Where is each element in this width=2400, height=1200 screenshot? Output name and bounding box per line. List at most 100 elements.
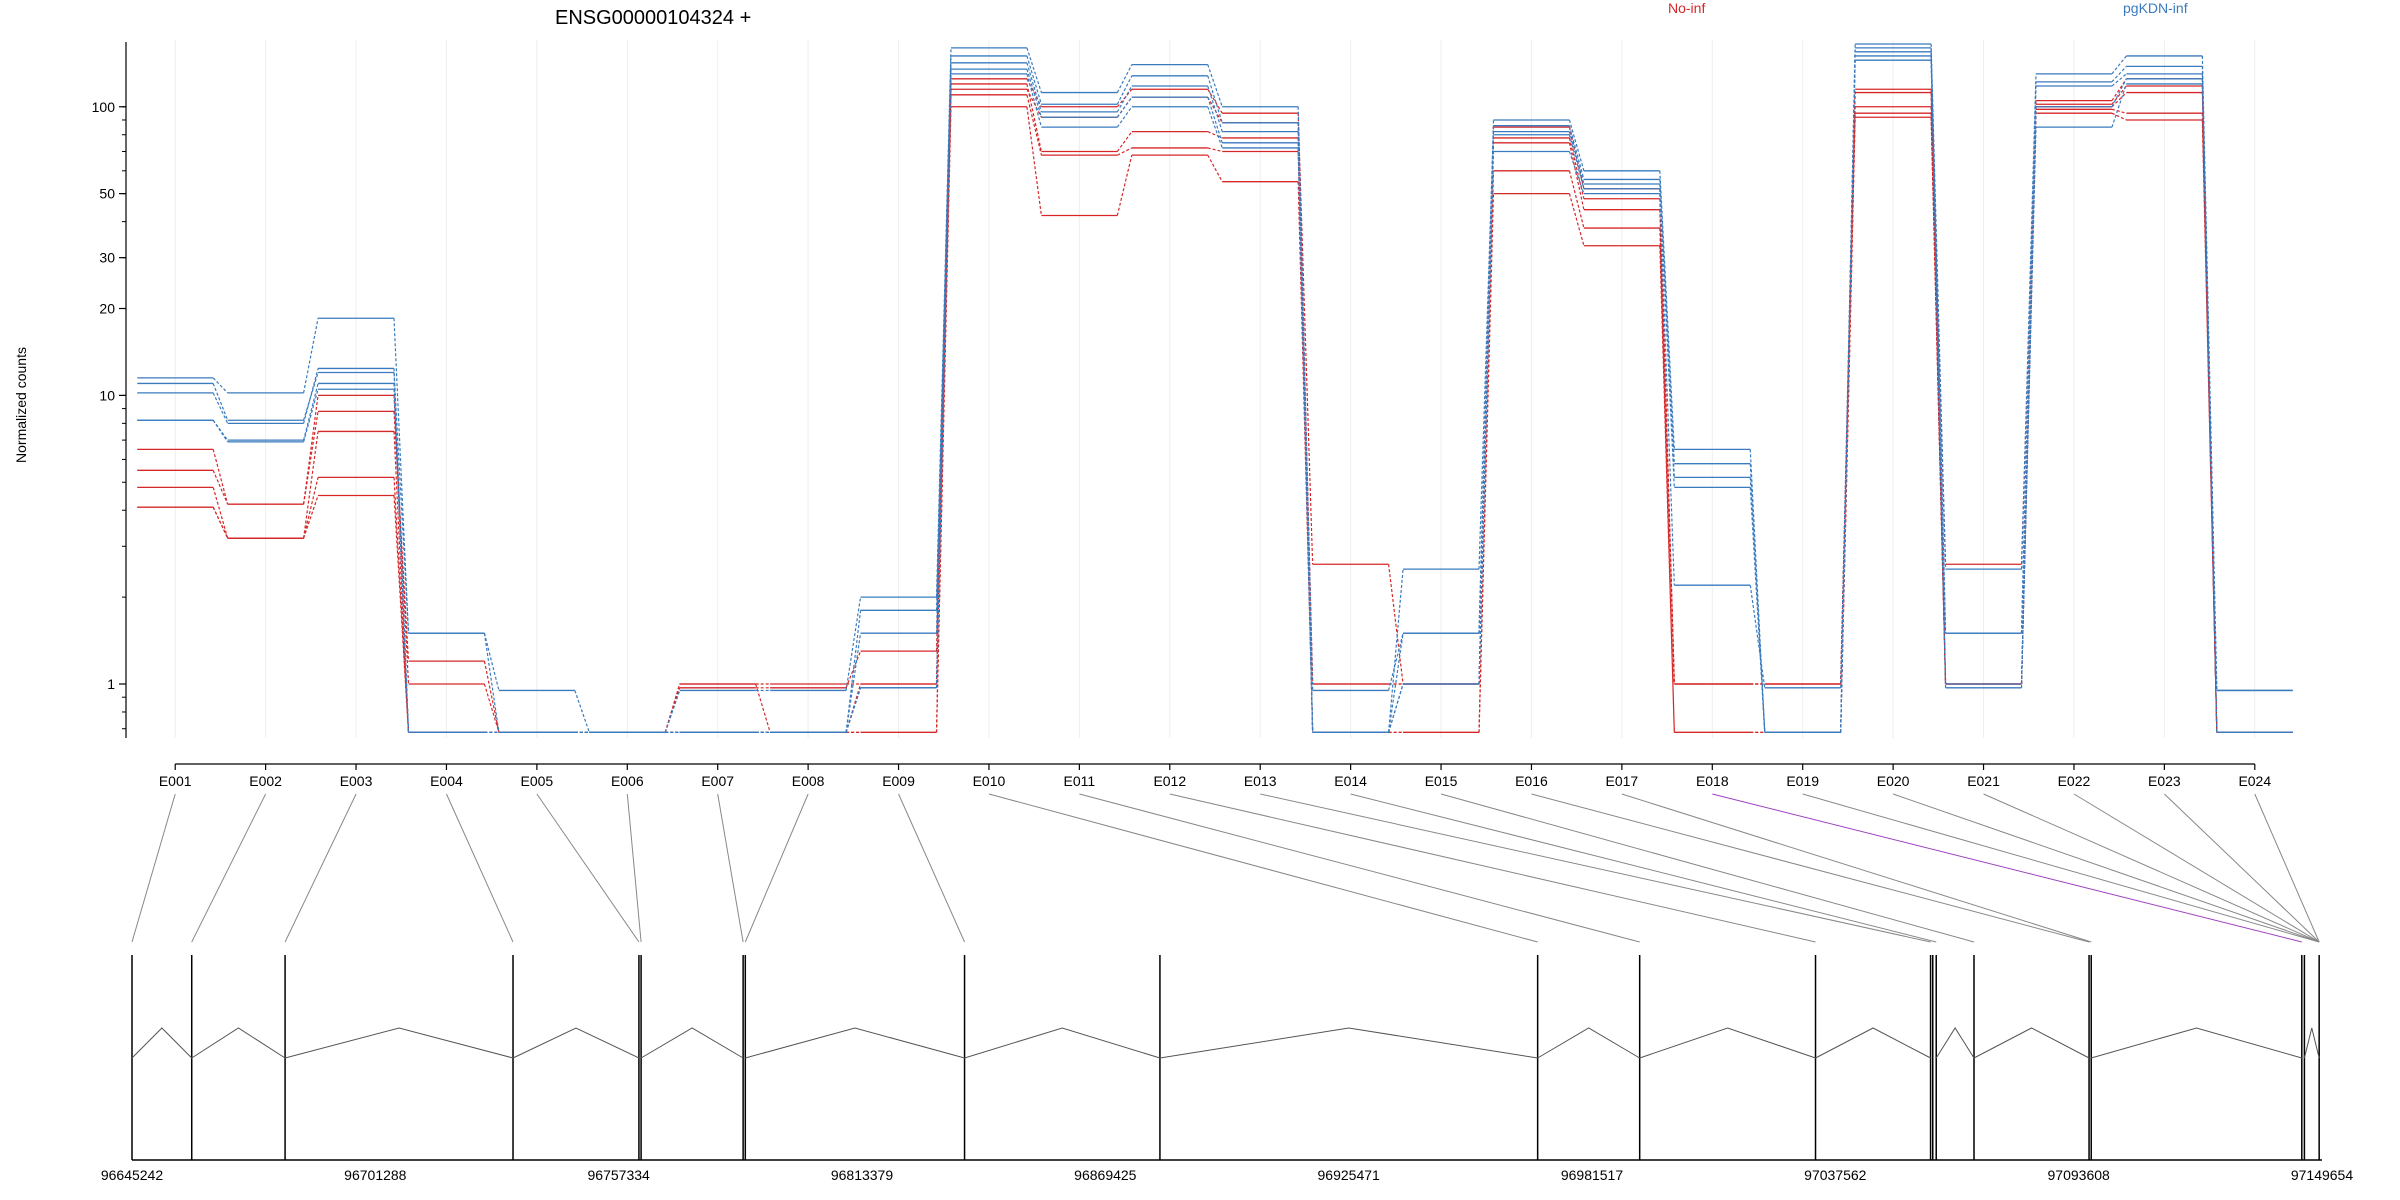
exon-connector-segment: [1568, 142, 1585, 210]
exon-connector-segment: [1116, 154, 1133, 216]
intron-chevron: [964, 1027, 1161, 1059]
exon-connector-segment: [1659, 209, 1675, 685]
intron-chevron: [1159, 1027, 1538, 1059]
exon-connector-segment: [1930, 43, 1947, 570]
intron-chevron: [1639, 1027, 1816, 1059]
exon-connector-segment: [1026, 68, 1042, 118]
exon-connector-segment: [393, 389, 410, 733]
exon-connector-segment: [2111, 92, 2127, 108]
exon-connector-segment: [2111, 55, 2127, 75]
exon-connector-segment: [2111, 83, 2127, 128]
exon-link-E020: [1892, 793, 2320, 943]
x-tick-label-E010: E010: [973, 773, 1006, 789]
series-line-0: [137, 78, 2293, 733]
exon-connector-segment: [2111, 112, 2127, 121]
x-tick-label-E008: E008: [792, 773, 825, 789]
genomic-tick-label: 96925471: [1318, 1167, 1381, 1183]
exon-connector-segment: [1026, 55, 1042, 105]
intron-chevron: [1537, 1027, 1640, 1059]
exon-connector-segment: [1207, 131, 1223, 139]
exon-connector-segment: [212, 377, 229, 394]
exon-connector-segment: [1930, 51, 1947, 634]
exon-connector-segment: [1297, 181, 1314, 733]
series-line-1: [137, 85, 2293, 733]
intron-chevron: [1973, 1027, 2090, 1059]
exon-connector-segment: [1568, 125, 1585, 180]
x-tick-label-E019: E019: [1786, 773, 1819, 789]
genomic-tick-label: 96981517: [1561, 1167, 1624, 1183]
exon-connector-segment: [845, 597, 862, 691]
exon-connector-segment: [1749, 487, 1766, 733]
exon-connector-segment: [483, 661, 500, 733]
exon-link-E005: [536, 793, 640, 943]
exon-connector-segment: [2111, 78, 2127, 108]
intron-chevron: [2303, 1027, 2320, 1059]
exon-connector-segment: [393, 372, 410, 634]
series-line-3: [137, 94, 2293, 733]
exon-connector-segment: [393, 477, 410, 733]
genomic-tick-label: 97037562: [1804, 1167, 1867, 1183]
exon-connector-lines: [131, 793, 2320, 943]
intron-chevron: [512, 1027, 640, 1059]
series-line-7: [137, 51, 2293, 733]
y-tick-label: 20: [99, 301, 115, 317]
exon-connector-segment: [1568, 137, 1585, 199]
exon-link-E017: [1621, 793, 2092, 943]
exon-connector-segment: [1478, 151, 1495, 685]
grid-lines: [174, 40, 2256, 738]
exon-connector-segment: [1117, 147, 1133, 156]
legend-pgkdn-inf: pgKDN-inf: [2123, 0, 2188, 16]
exon-connector-segment: [935, 94, 952, 685]
x-tick-label-E013: E013: [1244, 773, 1277, 789]
x-tick-label-E012: E012: [1153, 773, 1186, 789]
exon-connector-segment: [1207, 96, 1223, 144]
exon-link-E023: [2164, 793, 2320, 943]
exon-link-E019: [1802, 793, 2320, 943]
exon-connector-segment: [935, 73, 952, 688]
x-tick-label-E014: E014: [1334, 773, 1367, 789]
y-tick-label: 50: [99, 186, 115, 202]
exon-connector-segment: [212, 419, 229, 443]
exon-link-E006: [626, 793, 642, 943]
exon-connector-segment: [483, 683, 500, 733]
exon-connector-segment: [1116, 75, 1133, 105]
exon-link-E014: [1350, 793, 1937, 943]
exon-connector-segment: [1388, 633, 1404, 733]
exon-connector-segment: [664, 690, 681, 733]
exon-connector-segment: [1749, 585, 1766, 688]
exon-connector-segment: [303, 431, 319, 539]
intron-chevron: [191, 1027, 286, 1059]
exon-connector-segment: [212, 470, 229, 505]
exon-connector-segment: [2201, 83, 2218, 733]
exon-connector-segment: [303, 395, 319, 505]
x-tick-label-E015: E015: [1425, 773, 1458, 789]
exon-connector-segment: [1388, 564, 1404, 685]
exon-connector-segment: [212, 506, 229, 539]
y-tick-label: 30: [99, 250, 115, 266]
exon-connector-segment: [1568, 119, 1585, 171]
genomic-tick-label: 96813379: [831, 1167, 894, 1183]
intron-chevron: [745, 1027, 965, 1059]
x-tick-label-E023: E023: [2148, 773, 2181, 789]
exon-connector-segment: [1297, 131, 1314, 733]
x-tick-label-E001: E001: [159, 773, 192, 789]
series-line-6: [137, 47, 2293, 733]
exon-connector-segment: [1026, 106, 1042, 216]
exon-connector-segment: [1568, 134, 1585, 189]
exon-connector-segment: [2111, 73, 2127, 87]
x-tick-label-E022: E022: [2058, 773, 2091, 789]
series-lines: [137, 43, 2293, 733]
exon-connector-segment: [845, 650, 862, 689]
exon-connector-segment: [303, 383, 319, 441]
y-tick-label: 1: [107, 676, 115, 692]
y-axis-label: Normalized counts: [13, 347, 29, 463]
chart-title: ENSG00000104324 +: [555, 7, 751, 29]
genomic-tick-label: 96701288: [344, 1167, 407, 1183]
x-tick-label-E020: E020: [1877, 773, 1910, 789]
series-line-2: [137, 83, 2293, 733]
exon-connector-segment: [1840, 55, 1856, 733]
exon-connector-segment: [1388, 683, 1404, 733]
exon-connector-segment: [1297, 113, 1314, 565]
exon-connector-segment: [1207, 106, 1223, 149]
exon-connector-segment: [1116, 106, 1133, 128]
